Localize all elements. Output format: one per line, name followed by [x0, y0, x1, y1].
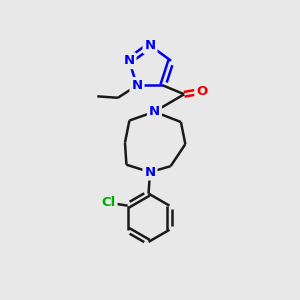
Text: N: N: [144, 166, 156, 178]
Text: N: N: [131, 79, 142, 92]
Text: N: N: [144, 39, 156, 52]
Text: Cl: Cl: [101, 196, 116, 209]
Text: N: N: [123, 54, 135, 67]
Text: O: O: [196, 85, 208, 98]
Text: N: N: [149, 105, 160, 118]
